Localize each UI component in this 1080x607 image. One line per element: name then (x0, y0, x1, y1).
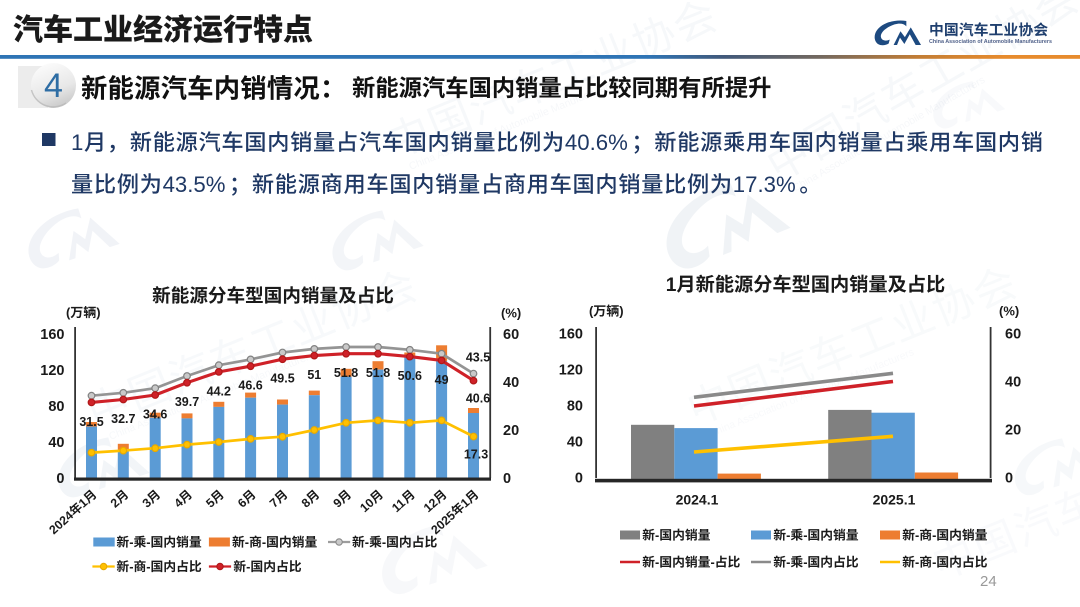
svg-text:17.3: 17.3 (464, 448, 488, 462)
svg-text:60: 60 (503, 327, 519, 343)
svg-text:-: - (245, 535, 249, 550)
svg-text:2025.1: 2025.1 (873, 492, 916, 508)
svg-text:34.6: 34.6 (143, 407, 167, 421)
svg-text:-: - (655, 555, 659, 570)
svg-text:): ) (96, 305, 100, 320)
svg-text:-: - (655, 528, 659, 543)
svg-text:31.5: 31.5 (79, 415, 103, 429)
svg-text:43.5%: 43.5% (163, 172, 226, 197)
svg-text:60: 60 (1005, 327, 1021, 343)
svg-text:(: ( (589, 304, 594, 319)
svg-text:17.3%: 17.3% (733, 172, 796, 197)
svg-text:0: 0 (575, 471, 583, 487)
svg-text:-: - (932, 528, 936, 543)
svg-text:40: 40 (567, 435, 583, 451)
svg-text:1: 1 (666, 275, 677, 296)
svg-text:120: 120 (40, 363, 64, 379)
svg-text:(%): (%) (999, 304, 1019, 319)
svg-text:120: 120 (559, 363, 583, 379)
svg-text:49: 49 (435, 373, 449, 387)
svg-text:-: - (786, 555, 790, 570)
svg-text:160: 160 (40, 327, 64, 343)
svg-text:(: ( (66, 305, 71, 320)
svg-text:(%): (%) (501, 306, 521, 321)
svg-text:80: 80 (567, 399, 583, 415)
svg-text:-: - (786, 528, 790, 543)
svg-text:-: - (246, 559, 250, 574)
svg-text:20: 20 (1005, 423, 1021, 439)
svg-text:39.7: 39.7 (175, 395, 199, 409)
svg-text:0: 0 (56, 471, 64, 487)
svg-text:44.2: 44.2 (207, 384, 231, 398)
svg-text:-: - (382, 535, 386, 550)
svg-text:-: - (803, 555, 807, 570)
svg-text:-: - (129, 535, 133, 550)
svg-text:2024.1: 2024.1 (676, 492, 719, 508)
svg-text:51.8: 51.8 (334, 366, 358, 380)
svg-text:-: - (932, 555, 936, 570)
svg-text:4: 4 (44, 67, 63, 105)
svg-text:0: 0 (1005, 471, 1013, 487)
svg-text:40: 40 (503, 375, 519, 391)
svg-text:-: - (711, 555, 715, 570)
svg-text:China Association of Automobil: China Association of Automobile Manufact… (929, 39, 1052, 45)
svg-text:-: - (915, 528, 919, 543)
svg-text:40.6: 40.6 (466, 392, 490, 406)
svg-text:46.6: 46.6 (238, 379, 262, 393)
svg-text:-: - (803, 528, 807, 543)
svg-text:50.6: 50.6 (398, 369, 422, 383)
svg-text:40: 40 (1005, 375, 1021, 391)
svg-text:51: 51 (307, 368, 321, 382)
svg-text:-: - (129, 559, 133, 574)
svg-text:40: 40 (48, 435, 64, 451)
svg-text:32.7: 32.7 (111, 412, 135, 426)
svg-text:80: 80 (48, 399, 64, 415)
svg-text:-: - (146, 535, 150, 550)
svg-text:49.5: 49.5 (270, 372, 294, 386)
svg-text:-: - (365, 535, 369, 550)
svg-text:-: - (262, 535, 266, 550)
svg-text:-: - (146, 559, 150, 574)
svg-text:24: 24 (980, 573, 997, 590)
svg-text:-: - (915, 555, 919, 570)
svg-text:160: 160 (559, 327, 583, 343)
svg-text:1: 1 (71, 130, 83, 155)
svg-text:40.6%: 40.6% (565, 130, 628, 155)
svg-text:51.8: 51.8 (366, 366, 390, 380)
svg-text:): ) (619, 304, 623, 319)
svg-text:20: 20 (503, 423, 519, 439)
svg-text:43.5: 43.5 (466, 350, 490, 364)
svg-text:0: 0 (503, 471, 511, 487)
